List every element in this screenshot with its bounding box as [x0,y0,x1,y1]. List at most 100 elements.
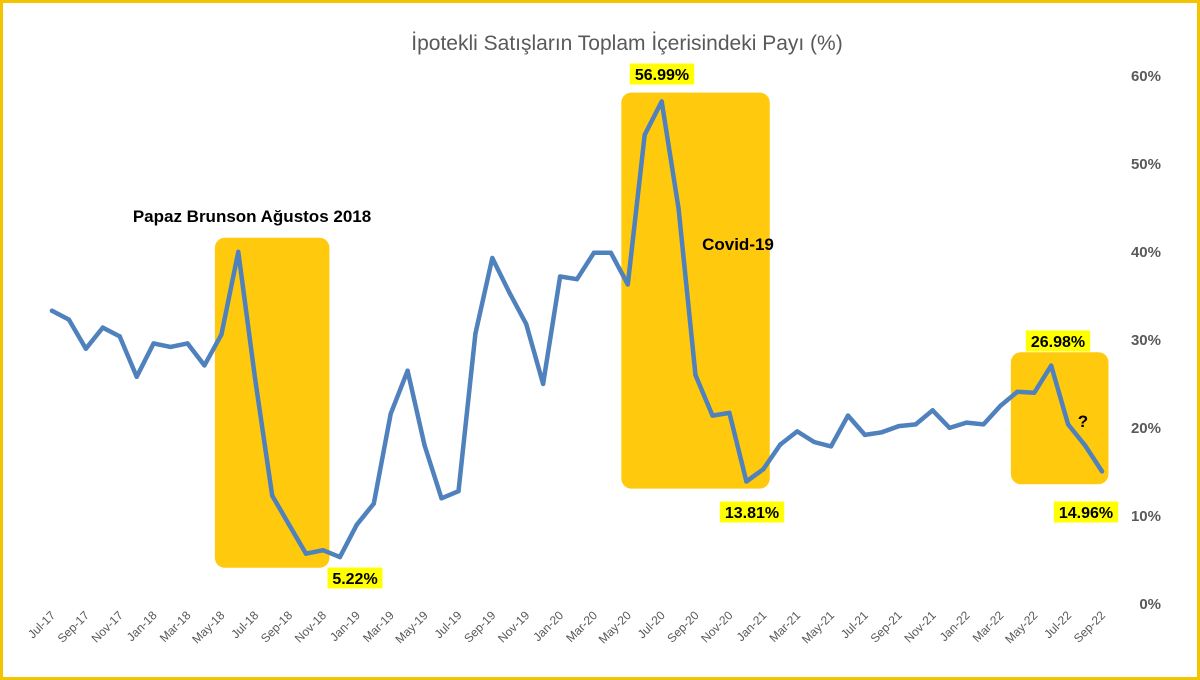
x-tick-label: Mar-22 [970,608,1007,645]
x-tick-label: Nov-17 [89,608,126,645]
x-tick-label: May-18 [189,608,227,646]
x-tick-label: May-21 [799,608,837,646]
data-point [269,493,275,498]
data-point [862,432,868,438]
x-tick-label: Nov-19 [495,608,532,645]
data-label: 13.81% [725,505,779,522]
highlight-box-label: ? [1078,412,1088,431]
x-tick-label: Sep-18 [258,608,295,645]
data-label-background [629,63,695,85]
x-tick-label: Jul-19 [432,608,465,641]
series-line [49,99,1105,560]
data-point [253,377,258,382]
highlight-box [621,92,770,489]
data-point [151,341,156,346]
data-point [523,321,529,327]
x-tick-label: Jan-18 [124,608,160,644]
x-tick-label: Sep-22 [1071,608,1108,645]
data-point [879,430,885,435]
data-point [422,443,427,448]
data-point [490,255,495,261]
data-label-background [1025,330,1091,352]
data-point [439,496,444,501]
data-label-background [719,501,785,523]
x-tick-label: Jul-17 [25,608,58,641]
data-point [642,132,647,138]
data-point [1015,389,1020,394]
data-point [591,250,597,255]
data-point [676,206,681,211]
y-tick-label: 20% [1131,420,1161,437]
data-point [371,501,376,506]
data-point [168,344,173,350]
data-label-background [1053,501,1119,523]
data-point [845,413,851,418]
data-point [202,363,207,368]
data-point [913,422,918,427]
data-point [1048,363,1054,368]
data-point [574,276,580,282]
highlight-box [214,237,330,568]
data-point [794,429,800,434]
x-tick-label: Nov-20 [698,608,735,645]
data-point [117,334,122,339]
x-tick-label: Nov-18 [292,608,329,645]
data-point [981,422,986,427]
data-point [456,489,461,494]
x-tick-label: Jul-18 [228,608,261,641]
highlight-box-label: Covid-19 [702,235,774,254]
data-point [473,331,478,336]
data-point [896,423,901,429]
data-point [354,522,360,527]
x-tick-label: May-22 [1002,608,1040,646]
data-point [828,444,834,449]
data-point [659,99,664,104]
data-point [930,408,935,413]
data-point [405,368,410,373]
data-point [557,274,563,279]
data-point [710,413,715,418]
data-point [744,479,749,484]
x-tick-label: May-20 [596,608,634,646]
x-tick-label: Sep-21 [868,608,905,645]
data-label: 5.22% [332,571,377,588]
x-tick-label: Jul-20 [635,608,668,641]
y-tick-label: 30% [1131,332,1161,349]
data-point [303,551,309,556]
data-label-background [327,567,383,589]
data-point [286,522,292,527]
data-point [320,548,326,553]
x-tick-label: Jan-19 [327,608,363,644]
data-point [998,403,1003,409]
x-tick-label: Mar-19 [360,608,397,645]
data-point [761,467,766,472]
data-point [1099,469,1105,474]
x-tick-label: Jul-21 [838,608,871,641]
y-tick-label: 10% [1131,508,1161,525]
x-tick-label: Sep-20 [664,608,701,645]
x-tick-label: Jan-21 [734,608,770,644]
data-label: 14.96% [1059,505,1113,522]
data-point [1065,422,1071,427]
data-point [388,411,393,416]
y-tick-label: 0% [1139,596,1161,613]
x-tick-label: Mar-20 [563,608,600,645]
data-point [507,290,512,295]
data-point [964,420,969,425]
x-tick-label: Sep-17 [55,608,92,645]
data-label: 56.99% [635,67,689,84]
data-point [778,442,783,447]
data-point [693,372,698,378]
data-point [1082,443,1088,448]
x-tick-label: Jul-22 [1041,608,1074,641]
data-point [1032,390,1037,395]
highlight-box-label: Papaz Brunson Ağustos 2018 [133,207,371,226]
x-tick-label: Sep-19 [461,608,498,645]
x-tick-label: May-19 [393,608,431,646]
data-point [608,250,614,255]
data-point [811,439,817,445]
x-tick-label: Jan-22 [937,608,973,644]
data-point [66,317,72,322]
